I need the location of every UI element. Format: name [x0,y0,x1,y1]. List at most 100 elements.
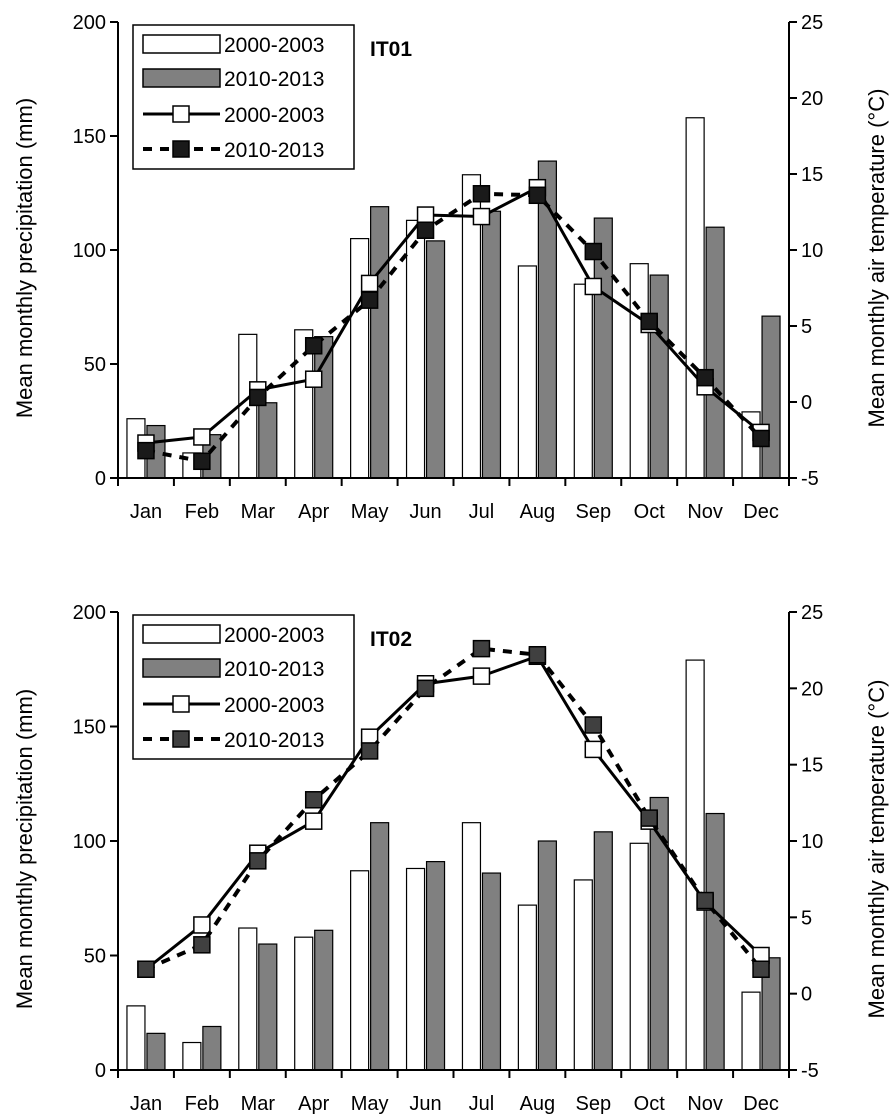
bar-2000-2003-white-may [350,870,370,1071]
y-tick-label-left: 0 [95,1060,106,1082]
legend-swatch-marker-filled [172,140,190,158]
temperature-marker-filled-sep [584,716,603,734]
temperature-marker-filled-oct [640,312,658,331]
y-axis-title-left: Mean monthly precipitation (mm) [12,689,37,1009]
temperature-marker-filled-sep [584,242,603,261]
temperature-marker-open-apr [304,370,323,388]
y-tick-label-right: 20 [801,88,823,110]
bar-2010-2013-gray-jun [425,861,446,1071]
y-tick-label-right: 0 [801,984,812,1006]
temperature-marker-filled-apr [304,791,323,809]
temperature-marker-filled-nov [696,891,714,910]
bar-2000-2003-white-oct [629,263,649,479]
legend-label: 2000-2003 [224,104,324,127]
temperature-marker-filled-aug [528,186,547,205]
x-tick-label-oct: Oct [634,1093,666,1115]
bar-2010-2013-gray-jun [425,240,446,479]
temperature-line-dashed [145,191,763,464]
x-tick-label-may: May [351,1093,389,1115]
bar-2010-2013-gray-jul [481,872,502,1071]
temperature-marker-filled-jan [137,960,155,978]
bar-2010-2013-gray-nov [705,812,725,1071]
x-tick-label-may: May [351,501,389,523]
temperature-marker-open-feb [193,428,211,446]
temperature-marker-open-jun [416,206,435,224]
y-axis-title-right: Mean monthly air temperature (°C) [864,89,889,428]
temperature-line-solid [145,654,763,971]
y-tick-label-right: 25 [801,602,823,624]
x-tick-label-jan: Jan [130,501,162,523]
temperature-marker-filled-may [360,742,379,760]
legend-label: 2010-2013 [224,68,324,91]
bar-2000-2003-white-jan [126,1005,146,1071]
x-tick-label-nov: Nov [687,1093,723,1115]
y-tick-label-left: 150 [73,126,106,148]
legend-label: 2010-2013 [224,139,324,162]
temperature-marker-filled-may [360,291,379,309]
y-tick-label-left: 150 [73,717,106,739]
bar-2010-2013-gray-oct [649,796,669,1071]
y-tick-label-right: 5 [801,907,812,929]
legend-swatch-marker-filled [172,730,190,748]
bar-2000-2003-white-feb [182,1041,202,1071]
temperature-marker-open-jul [472,667,491,685]
x-tick-label-dec: Dec [743,1093,779,1115]
temperature-marker-open-jul [472,207,491,226]
bar-2010-2013-gray-sep [593,831,613,1071]
legend-swatch-marker-open [172,105,190,123]
y-tick-label-right: 10 [801,831,823,853]
y-tick-label-left: 50 [84,354,106,376]
bar-2010-2013-gray-apr [314,336,334,479]
bar-2010-2013-gray-jan [146,1032,166,1071]
bar-2010-2013-gray-dec [761,315,781,479]
station-label: IT01 [370,38,412,61]
x-tick-label-dec: Dec [743,501,779,523]
temperature-marker-filled-jun [416,679,435,698]
x-tick-label-apr: Apr [298,501,329,523]
legend-label: 2000-2003 [224,34,324,57]
bar-2000-2003-white-aug [517,904,537,1071]
y-tick-label-left: 50 [84,946,106,968]
bar-2000-2003-white-aug [517,265,537,479]
bar-2010-2013-gray-nov [705,226,725,479]
legend-swatch-bar-gray [142,658,221,678]
x-tick-label-jun: Jun [409,501,441,523]
bar-2000-2003-white-nov [685,659,705,1071]
y-tick-label-left: 0 [95,468,106,490]
y-tick-label-right: 20 [801,678,823,700]
bar-2000-2003-white-jul [461,822,482,1071]
x-tick-label-jul: Jul [469,501,495,523]
x-tick-label-apr: Apr [298,1093,329,1115]
chart-top: 0 50 100 150 200 -5 0 5 10 15 20 25 Jan Feb Mar Apr May J… [12,12,889,523]
bar-2010-2013-gray-jul [481,210,502,479]
temperature-marker-filled-dec [752,429,770,448]
station-label: IT02 [370,628,412,651]
bar-2000-2003-white-sep [573,879,593,1071]
bar-2000-2003-white-may [350,238,370,479]
bar-2000-2003-white-dec [741,991,761,1071]
temperature-marker-filled-aug [528,645,547,664]
temperature-marker-open-may [360,274,379,293]
temperature-marker-filled-mar [249,388,267,407]
y-tick-label-left: 100 [73,831,106,853]
chart-bottom: 0 50 100 150 200 -5 0 5 10 15 20 25 Jan Feb Mar Apr May J… [12,602,889,1115]
bar-2010-2013-gray-apr [314,929,334,1071]
temperature-marker-open-apr [304,812,323,830]
x-tick-label-feb: Feb [185,1093,219,1115]
legend-label: 2000-2003 [224,694,324,717]
bar-2010-2013-gray-may [370,206,390,479]
y-axis-title-left: Mean monthly precipitation (mm) [12,98,37,418]
bar-2010-2013-gray-aug [537,160,557,479]
legend-swatch-bar-white [142,624,221,644]
bar-2010-2013-gray-mar [258,402,278,479]
x-tick-label-jul: Jul [469,1093,495,1115]
temperature-marker-filled-jun [416,221,435,239]
bar-2010-2013-gray-oct [649,274,669,479]
legend-label: 2010-2013 [224,658,324,681]
temperature-marker-open-sep [584,277,603,296]
bar-2010-2013-gray-feb [202,1025,222,1071]
y-tick-label-left: 200 [73,12,106,34]
legend-swatch-marker-open [172,695,190,713]
temperature-marker-filled-jul [472,185,491,203]
